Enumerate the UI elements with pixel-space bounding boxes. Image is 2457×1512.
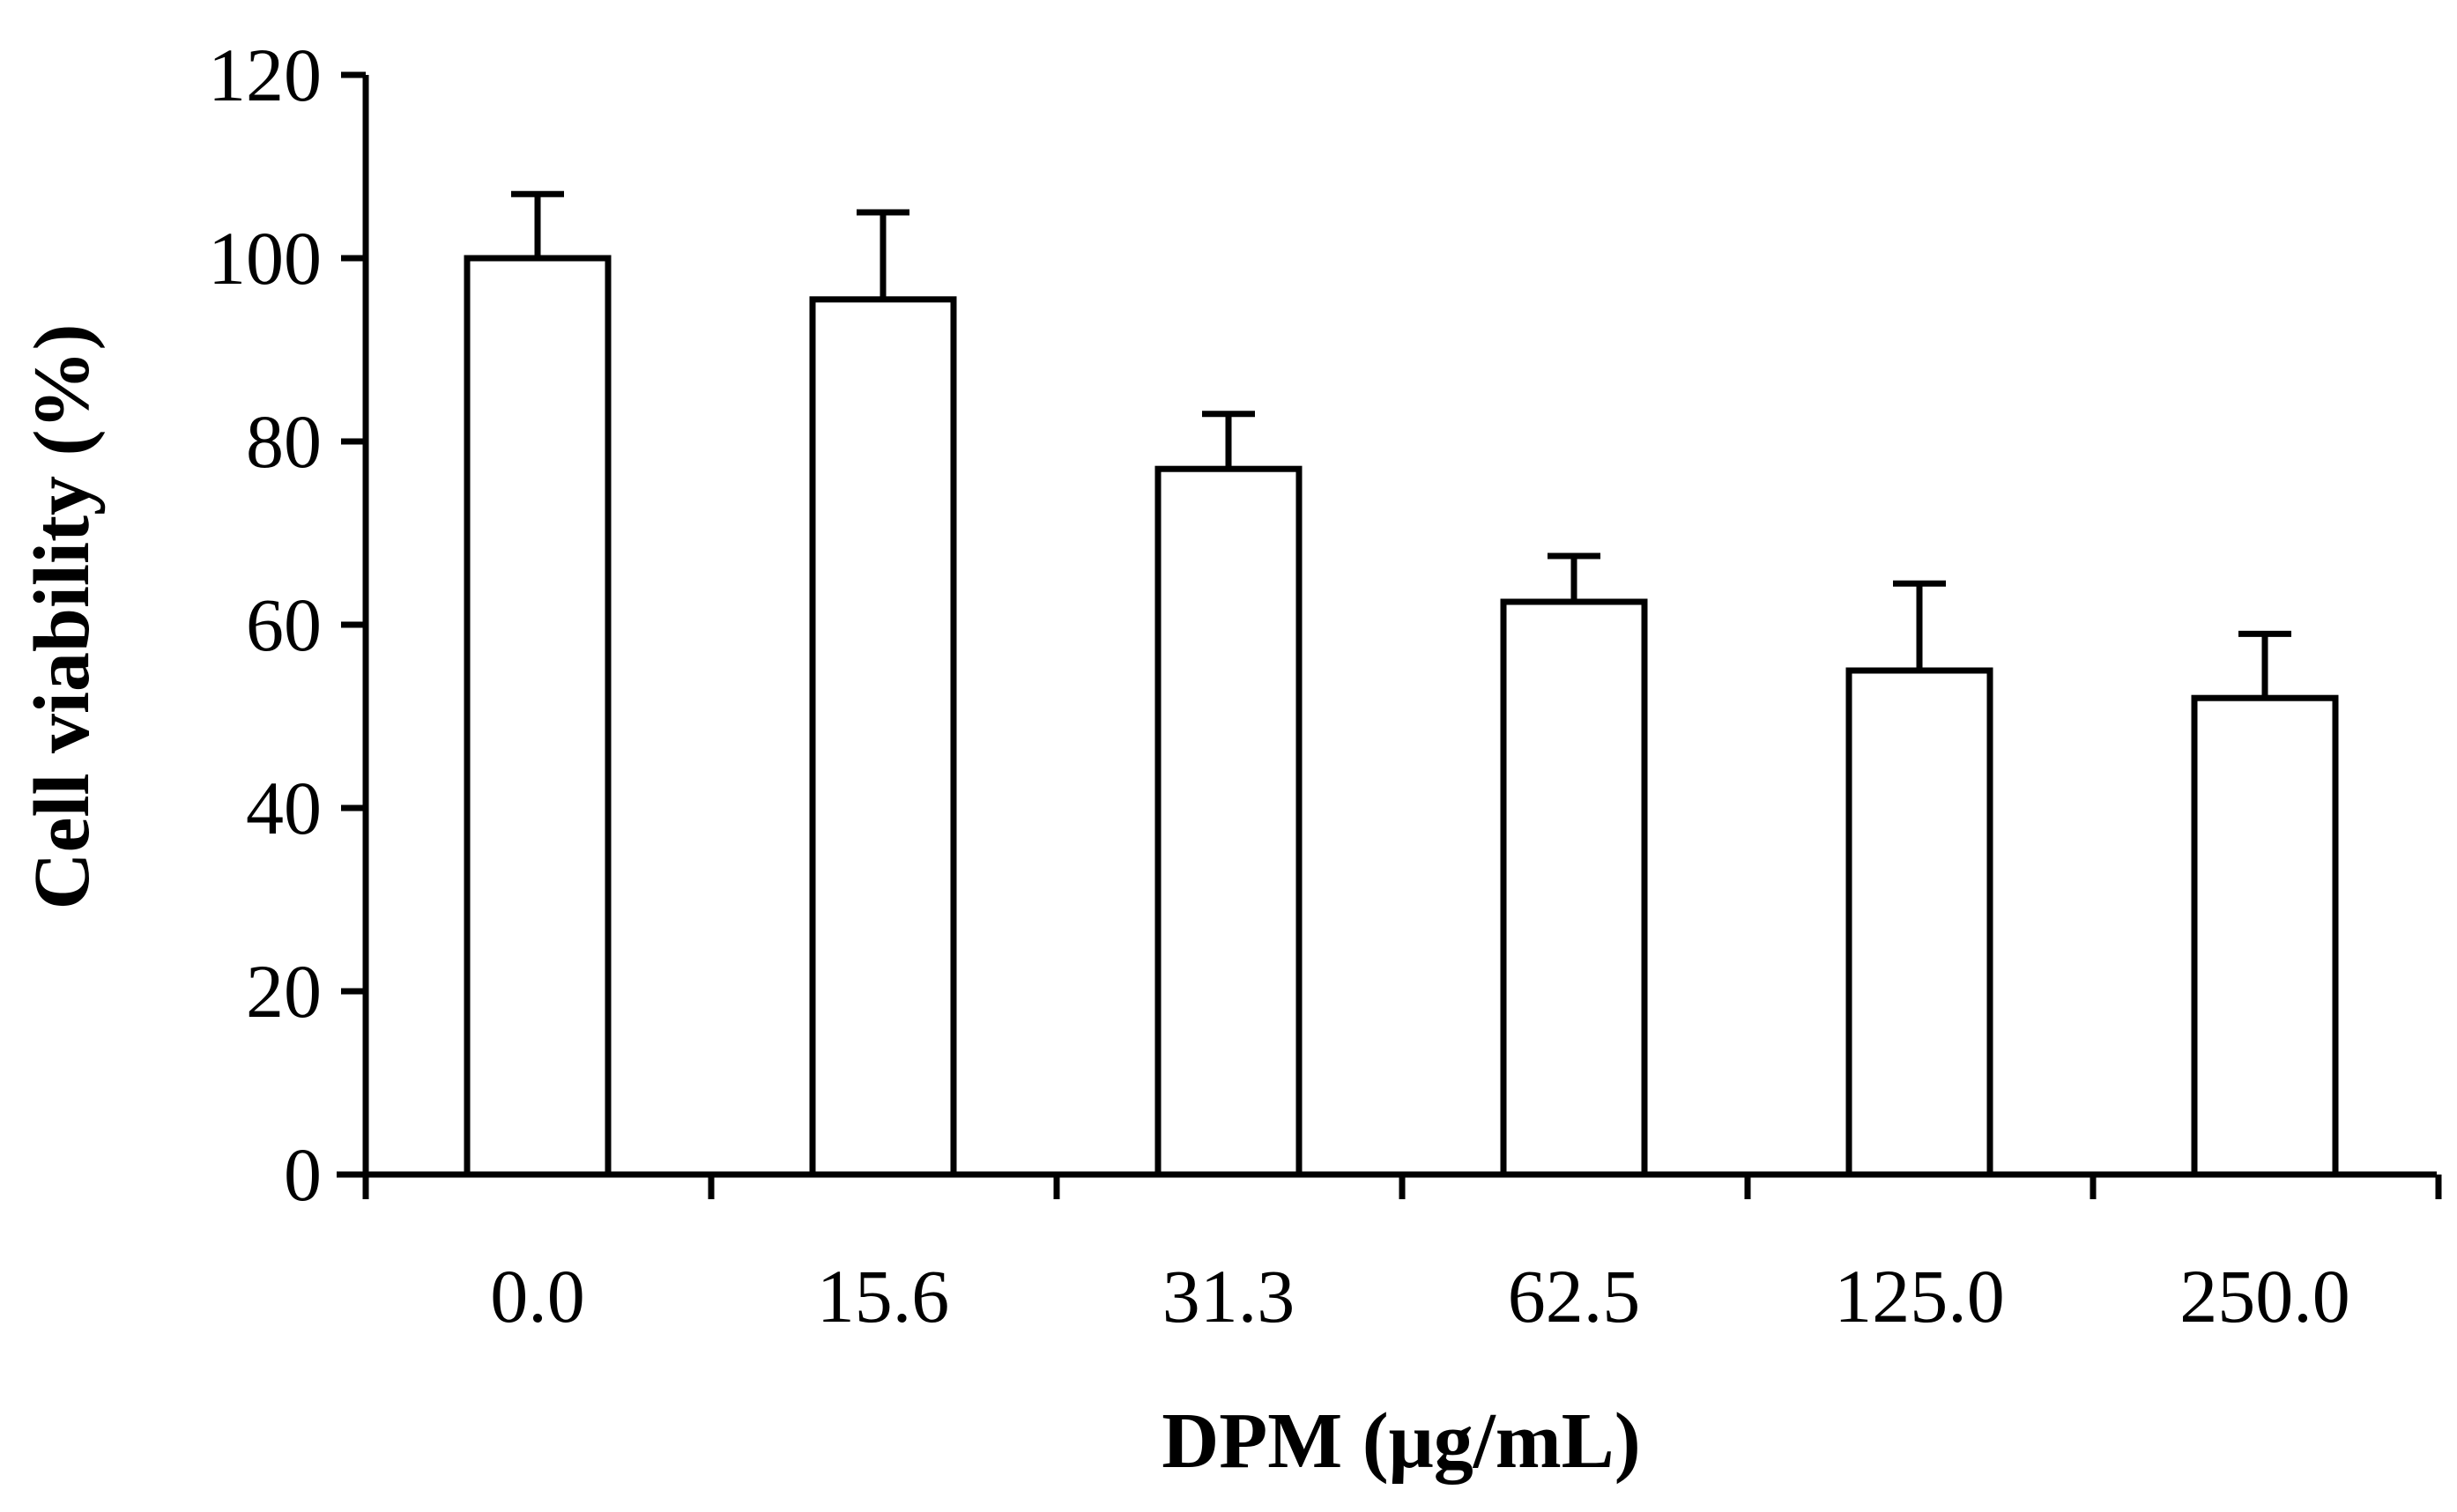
- y-tick-label-60: 60: [246, 582, 322, 667]
- bar-250.0: [2191, 694, 2339, 1178]
- error-bars-group: [511, 190, 2291, 699]
- bars-group: [464, 255, 2339, 1178]
- axes-group: [337, 75, 2437, 1178]
- bar-31.3: [1154, 465, 1303, 1178]
- y-axis-title: Cell viability (%): [19, 324, 106, 910]
- bar-125.0: [1845, 667, 1993, 1178]
- bar-0.0: [464, 255, 612, 1178]
- x-axis-title: DPM (μg/mL): [1162, 1397, 1640, 1485]
- x-tick-label-250.0: 250.0: [2179, 1254, 2350, 1338]
- x-ticks-group: 0.0 15.6 31.3 62.5 125.0 250.0: [362, 1175, 2442, 1338]
- y-tick-label-120: 120: [208, 33, 322, 117]
- x-tick-label-31.3: 31.3: [1162, 1254, 1295, 1338]
- x-tick-label-125.0: 125.0: [1834, 1254, 2005, 1338]
- bar-15.6: [809, 296, 957, 1178]
- y-tick-label-80: 80: [246, 399, 322, 484]
- y-tick-label-100: 100: [208, 216, 322, 300]
- y-tick-label-40: 40: [246, 766, 322, 850]
- y-tick-label-20: 20: [246, 949, 322, 1034]
- y-tick-label-0: 0: [284, 1132, 322, 1217]
- x-tick-label-0.0: 0.0: [490, 1254, 585, 1338]
- x-tick-label-62.5: 62.5: [1508, 1254, 1641, 1338]
- x-tick-label-15.6: 15.6: [817, 1254, 950, 1338]
- y-ticks-group: 0 20 40 60 80 100 120: [208, 33, 366, 1217]
- bar-62.5: [1500, 598, 1648, 1178]
